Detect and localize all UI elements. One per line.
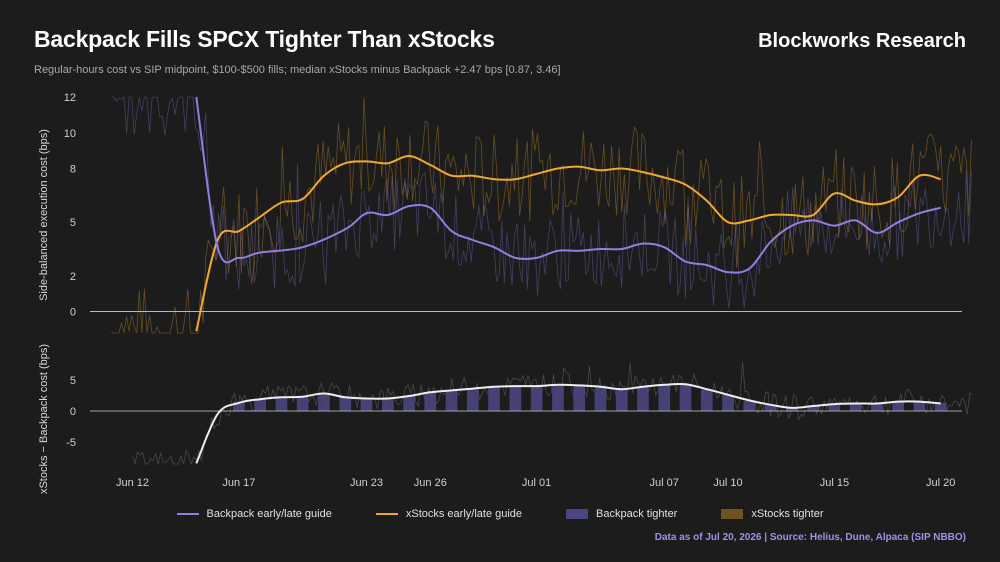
chart-title: Backpack Fills SPCX Tighter Than xStocks: [34, 26, 495, 52]
legend-item-backpack-tighter: Backpack tighter: [566, 508, 677, 520]
bar-32: [913, 401, 926, 411]
x-tick-6: Jul 10: [713, 477, 742, 489]
bar-31: [892, 402, 904, 411]
bar-14: [530, 386, 543, 411]
y-axis-label-top: Side-balanced execution cost (bps): [38, 129, 50, 301]
legend-item-backpack-line: Backpack early/late guide: [176, 508, 332, 520]
legend-label: Backpack tighter: [596, 508, 678, 520]
bar-18: [615, 389, 628, 411]
bar-19: [637, 386, 649, 411]
bar-30: [871, 403, 883, 411]
bar-10: [445, 390, 458, 411]
x-tick-3: Jun 26: [414, 477, 447, 489]
y-tick-top-2: 5: [70, 217, 76, 229]
y-tick-bottom-1: 0: [70, 406, 76, 418]
bar-13: [509, 386, 522, 411]
x-tick-2: Jun 23: [350, 477, 383, 489]
bar-9: [424, 392, 437, 411]
xstocks-guide-line: [195, 154, 941, 332]
y-axis-top: 0 2 5 8 10 12: [64, 92, 76, 319]
bar-26: [786, 407, 798, 411]
legend-item-xstocks-tighter: xStocks tighter: [721, 508, 824, 520]
bar-16: [573, 386, 585, 411]
difference-daily-noise: [132, 361, 973, 466]
difference-bars: [233, 384, 947, 411]
legend-swatch: [375, 513, 398, 515]
legend-swatch: [176, 513, 199, 515]
x-tick-5: Jul 07: [650, 477, 679, 489]
backpack-daily-noise: [111, 96, 972, 309]
bar-29: [849, 403, 862, 411]
x-tick-1: Jun 17: [222, 477, 255, 489]
bar-6: [360, 397, 373, 411]
legend: Backpack early/late guide xStocks early/…: [0, 508, 1000, 520]
x-tick-0: Jun 12: [116, 477, 149, 489]
legend-swatch: [721, 509, 744, 519]
xstocks-daily-noise: [111, 96, 972, 334]
bar-11: [467, 388, 479, 411]
y-tick-bottom-0: -5: [66, 437, 76, 449]
bar-8: [403, 396, 415, 411]
bar-20: [658, 384, 671, 411]
bar-23: [722, 394, 734, 411]
guide-lines: [195, 96, 941, 464]
bar-2: [275, 396, 288, 411]
bar-17: [594, 387, 607, 411]
daily-noise-bottom: [132, 361, 973, 466]
backpack-guide-line: [195, 96, 941, 274]
y-tick-top-1: 2: [70, 271, 76, 283]
bar-5: [339, 396, 352, 411]
x-tick-7: Jul 15: [820, 477, 849, 489]
bar-27: [807, 406, 819, 411]
bar-28: [828, 404, 841, 411]
bar-22: [700, 389, 713, 411]
legend-swatch: [566, 509, 589, 519]
y-tick-top-3: 8: [70, 164, 76, 176]
legend-item-xstocks-line: xStocks early/late guide: [375, 508, 523, 520]
legend-label: xStocks early/late guide: [405, 508, 523, 520]
y-tick-top-5: 12: [64, 92, 76, 104]
y-axis-bottom: -5 0 5: [66, 375, 76, 449]
bar-12: [488, 386, 500, 411]
y-tick-top-0: 0: [70, 307, 76, 319]
x-tick-8: Jul 20: [926, 477, 955, 489]
legend-label: xStocks tighter: [751, 508, 824, 520]
footer-source-note: Data as of Jul 20, 2026 | Source: Helius…: [654, 532, 966, 543]
bar-21: [679, 384, 692, 411]
y-tick-top-4: 10: [64, 128, 76, 140]
bar-24: [743, 401, 756, 411]
chart-subtitle: Regular-hours cost vs SIP midpoint, $100…: [34, 64, 561, 76]
bar-3: [296, 396, 309, 411]
x-tick-4: Jul 01: [522, 477, 551, 489]
y-axis-label-bottom: xStocks − Backpack cost (bps): [38, 344, 50, 494]
difference-guide-line: [195, 382, 941, 464]
bar-4: [318, 394, 330, 411]
bar-1: [254, 398, 266, 411]
bar-25: [764, 404, 777, 411]
zero-lines: [90, 311, 962, 412]
brand-logo-text: Blockworks Research: [758, 30, 966, 52]
bar-7: [381, 397, 394, 411]
legend-label: Backpack early/late guide: [206, 508, 332, 520]
bar-0: [233, 401, 245, 411]
bar-33: [934, 402, 947, 411]
daily-noise-top: [111, 96, 972, 334]
x-axis: Jun 12 Jun 17 Jun 23 Jun 26 Jul 01 Jul 07 Jul …: [116, 477, 955, 489]
y-tick-bottom-2: 5: [70, 375, 76, 387]
bar-15: [552, 385, 564, 411]
